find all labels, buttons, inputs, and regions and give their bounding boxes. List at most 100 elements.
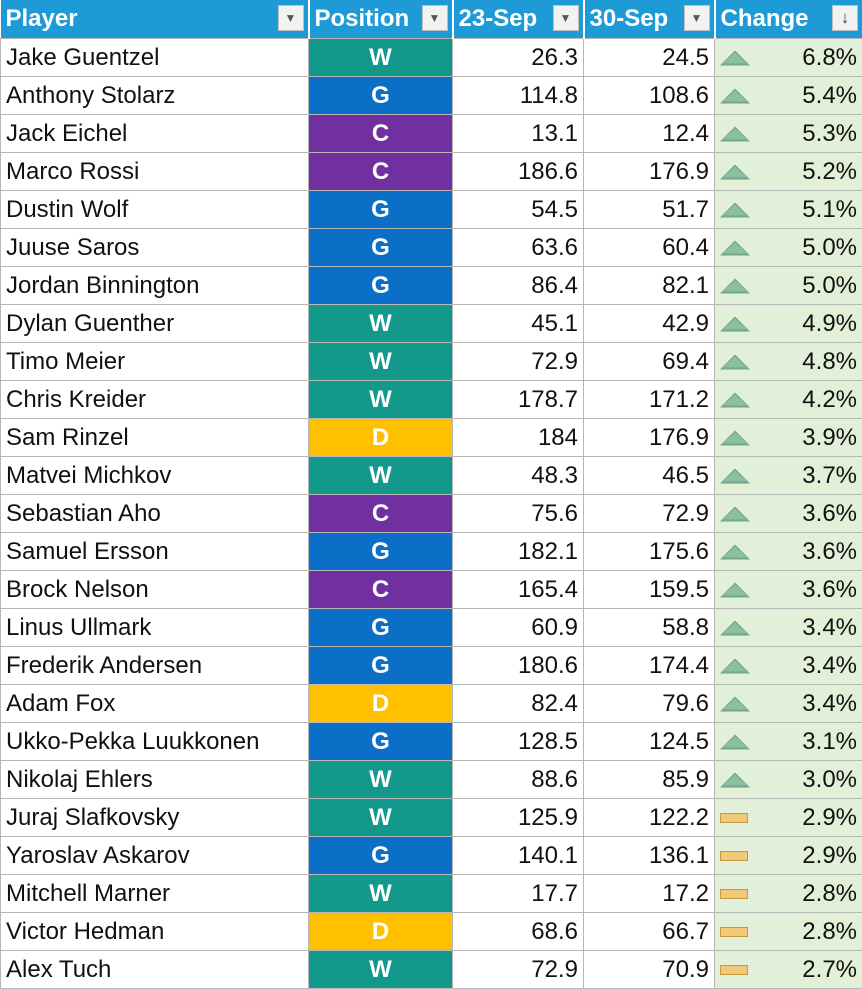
sep30-value-cell[interactable]: 159.5 (583, 570, 715, 609)
sep23-value-cell[interactable]: 68.6 (452, 912, 584, 951)
position-cell[interactable]: G (308, 76, 453, 115)
change-cell[interactable]: 2.8% (714, 912, 862, 951)
sep23-value-cell[interactable]: 17.7 (452, 874, 584, 913)
player-name-cell[interactable]: Matvei Michkov (0, 456, 309, 495)
sep23-value-cell[interactable]: 114.8 (452, 76, 584, 115)
change-cell[interactable]: 3.9% (714, 418, 862, 457)
table-row[interactable]: Alex Tuch W 72.9 70.9 2.7% (0, 950, 862, 989)
sep30-value-cell[interactable]: 66.7 (583, 912, 715, 951)
position-cell[interactable]: W (308, 950, 453, 989)
sep30-value-cell[interactable]: 122.2 (583, 798, 715, 837)
sep23-value-cell[interactable]: 48.3 (452, 456, 584, 495)
sep30-value-cell[interactable]: 24.5 (583, 38, 715, 77)
change-cell[interactable]: 3.6% (714, 570, 862, 609)
sep30-value-cell[interactable]: 60.4 (583, 228, 715, 267)
sep23-value-cell[interactable]: 72.9 (452, 950, 584, 989)
position-cell[interactable]: W (308, 456, 453, 495)
sep30-value-cell[interactable]: 124.5 (583, 722, 715, 761)
position-cell[interactable]: W (308, 760, 453, 799)
sep30-value-cell[interactable]: 58.8 (583, 608, 715, 647)
sep30-value-cell[interactable]: 79.6 (583, 684, 715, 723)
filter-dropdown-icon[interactable]: ▼ (552, 5, 579, 31)
change-cell[interactable]: 3.1% (714, 722, 862, 761)
table-row[interactable]: Yaroslav Askarov G 140.1 136.1 2.9% (0, 836, 862, 875)
position-cell[interactable]: W (308, 874, 453, 913)
position-cell[interactable]: G (308, 228, 453, 267)
player-name-cell[interactable]: Chris Kreider (0, 380, 309, 419)
sep23-value-cell[interactable]: 165.4 (452, 570, 584, 609)
sep30-value-cell[interactable]: 72.9 (583, 494, 715, 533)
change-cell[interactable]: 3.6% (714, 532, 862, 571)
sep30-value-cell[interactable]: 176.9 (583, 152, 715, 191)
change-cell[interactable]: 4.8% (714, 342, 862, 381)
change-cell[interactable]: 2.8% (714, 874, 862, 913)
table-row[interactable]: Ukko-Pekka Luukkonen G 128.5 124.5 3.1% (0, 722, 862, 761)
player-name-cell[interactable]: Brock Nelson (0, 570, 309, 609)
sort-descending-icon[interactable]: ↓ (832, 5, 858, 31)
change-cell[interactable]: 3.7% (714, 456, 862, 495)
change-cell[interactable]: 3.6% (714, 494, 862, 533)
player-name-cell[interactable]: Samuel Ersson (0, 532, 309, 571)
sep30-value-cell[interactable]: 136.1 (583, 836, 715, 875)
header-position[interactable]: Position ▼ (308, 0, 454, 39)
sep23-value-cell[interactable]: 128.5 (452, 722, 584, 761)
sep23-value-cell[interactable]: 88.6 (452, 760, 584, 799)
table-row[interactable]: Juraj Slafkovsky W 125.9 122.2 2.9% (0, 798, 862, 837)
position-cell[interactable]: D (308, 684, 453, 723)
change-cell[interactable]: 5.3% (714, 114, 862, 153)
table-row[interactable]: Timo Meier W 72.9 69.4 4.8% (0, 342, 862, 381)
player-name-cell[interactable]: Dustin Wolf (0, 190, 309, 229)
change-cell[interactable]: 4.2% (714, 380, 862, 419)
sep30-value-cell[interactable]: 108.6 (583, 76, 715, 115)
change-cell[interactable]: 2.9% (714, 836, 862, 875)
position-cell[interactable]: G (308, 266, 453, 305)
change-cell[interactable]: 6.8% (714, 38, 862, 77)
change-cell[interactable]: 2.7% (714, 950, 862, 989)
table-row[interactable]: Dylan Guenther W 45.1 42.9 4.9% (0, 304, 862, 343)
position-cell[interactable]: C (308, 494, 453, 533)
sep30-value-cell[interactable]: 46.5 (583, 456, 715, 495)
table-row[interactable]: Sam Rinzel D 184 176.9 3.9% (0, 418, 862, 457)
sep23-value-cell[interactable]: 54.5 (452, 190, 584, 229)
player-name-cell[interactable]: Anthony Stolarz (0, 76, 309, 115)
position-cell[interactable]: W (308, 304, 453, 343)
player-name-cell[interactable]: Adam Fox (0, 684, 309, 723)
table-row[interactable]: Brock Nelson C 165.4 159.5 3.6% (0, 570, 862, 609)
player-name-cell[interactable]: Jordan Binnington (0, 266, 309, 305)
position-cell[interactable]: D (308, 912, 453, 951)
player-name-cell[interactable]: Sebastian Aho (0, 494, 309, 533)
player-name-cell[interactable]: Timo Meier (0, 342, 309, 381)
change-cell[interactable]: 5.4% (714, 76, 862, 115)
table-row[interactable]: Matvei Michkov W 48.3 46.5 3.7% (0, 456, 862, 495)
filter-dropdown-icon[interactable]: ▼ (421, 5, 448, 31)
table-row[interactable]: Linus Ullmark G 60.9 58.8 3.4% (0, 608, 862, 647)
player-name-cell[interactable]: Linus Ullmark (0, 608, 309, 647)
table-row[interactable]: Victor Hedman D 68.6 66.7 2.8% (0, 912, 862, 951)
change-cell[interactable]: 5.0% (714, 228, 862, 267)
change-cell[interactable]: 4.9% (714, 304, 862, 343)
position-cell[interactable]: C (308, 152, 453, 191)
sep23-value-cell[interactable]: 186.6 (452, 152, 584, 191)
player-name-cell[interactable]: Yaroslav Askarov (0, 836, 309, 875)
filter-dropdown-icon[interactable]: ▼ (277, 5, 304, 31)
table-row[interactable]: Marco Rossi C 186.6 176.9 5.2% (0, 152, 862, 191)
sep23-value-cell[interactable]: 63.6 (452, 228, 584, 267)
header-change[interactable]: Change ↓ (714, 0, 862, 39)
position-cell[interactable]: G (308, 646, 453, 685)
position-cell[interactable]: G (308, 722, 453, 761)
position-cell[interactable]: G (308, 532, 453, 571)
change-cell[interactable]: 3.4% (714, 646, 862, 685)
sep30-value-cell[interactable]: 69.4 (583, 342, 715, 381)
player-name-cell[interactable]: Victor Hedman (0, 912, 309, 951)
header-player[interactable]: Player ▼ (0, 0, 310, 39)
table-row[interactable]: Chris Kreider W 178.7 171.2 4.2% (0, 380, 862, 419)
player-name-cell[interactable]: Nikolaj Ehlers (0, 760, 309, 799)
sep23-value-cell[interactable]: 140.1 (452, 836, 584, 875)
sep23-value-cell[interactable]: 60.9 (452, 608, 584, 647)
table-row[interactable]: Jake Guentzel W 26.3 24.5 6.8% (0, 38, 862, 77)
table-row[interactable]: Anthony Stolarz G 114.8 108.6 5.4% (0, 76, 862, 115)
sep23-value-cell[interactable]: 72.9 (452, 342, 584, 381)
header-23-sep[interactable]: 23-Sep ▼ (452, 0, 585, 39)
sep30-value-cell[interactable]: 12.4 (583, 114, 715, 153)
sep23-value-cell[interactable]: 86.4 (452, 266, 584, 305)
